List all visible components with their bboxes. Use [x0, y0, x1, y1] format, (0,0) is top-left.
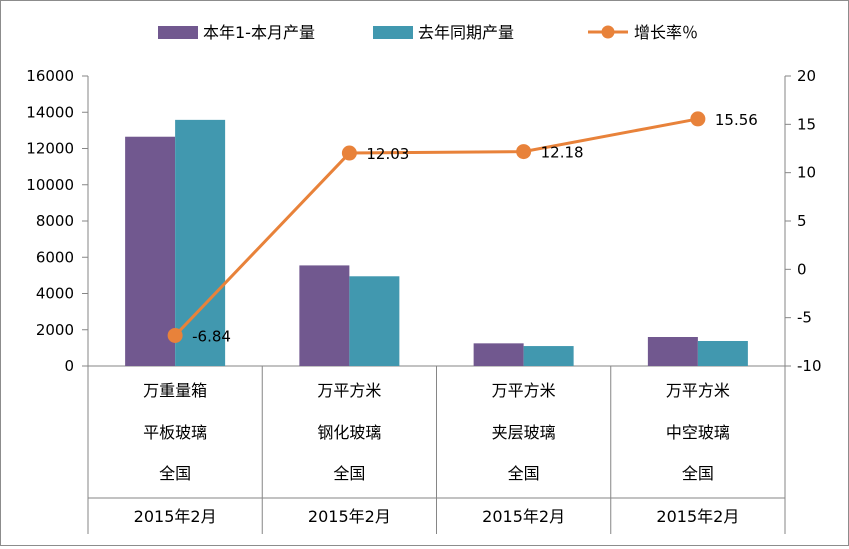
bar — [125, 136, 176, 366]
legend-swatch — [373, 26, 413, 39]
legend-label: 去年同期产量 — [418, 23, 514, 42]
category-label: 2015年2月 — [308, 507, 391, 526]
growth-line-path — [174, 117, 699, 337]
category-label: 2015年2月 — [134, 507, 217, 526]
category-table: 万重量箱平板玻璃全国2015年2月万平方米钢化玻璃全国2015年2月万平方米夹层… — [87, 366, 786, 534]
right-axis-tick-label: 5 — [797, 212, 807, 230]
legend-swatch — [158, 26, 198, 39]
category-label: 2015年2月 — [482, 507, 565, 526]
growth-data-label: 12.18 — [541, 144, 584, 162]
legend-label: 增长率％ — [634, 23, 698, 42]
category-label: 万平方米 — [492, 381, 556, 400]
bar — [349, 276, 400, 366]
category-label: 万平方米 — [666, 381, 730, 400]
axes: 0 2000 4000 6000 8000 10000 12000 14000 16000 -10… — [26, 67, 821, 375]
right-axis-tick-label: 0 — [797, 260, 807, 278]
left-axis-tick-label: 0 — [64, 357, 74, 375]
category-label: 夹层玻璃 — [492, 423, 556, 442]
left-axis-tick-label: 14000 — [26, 103, 74, 121]
category-label: 全国 — [508, 464, 540, 483]
bars — [125, 119, 748, 366]
category-label: 全国 — [682, 464, 714, 483]
left-axis-tick-label: 10000 — [26, 176, 74, 194]
right-axis-tick-label: -10 — [797, 357, 822, 375]
legend-marker — [601, 25, 615, 39]
left-axis-tick-label: 8000 — [36, 212, 74, 230]
right-axis-tick-label: 20 — [797, 67, 816, 85]
growth-data-label: -6.84 — [192, 327, 231, 345]
category-label: 钢化玻璃 — [317, 423, 381, 442]
left-axis-tick-label: 6000 — [36, 248, 74, 266]
right-axis-tick-label: 15 — [797, 115, 816, 133]
growth-point — [167, 327, 183, 343]
category-label: 全国 — [159, 464, 191, 483]
left-axis-tick-label: 2000 — [36, 321, 74, 339]
legend: 本年1-本月产量 去年同期产量 增长率％ — [158, 23, 698, 42]
bar — [647, 337, 698, 366]
growth-line: -6.84 12.03 12.18 15.56 — [167, 111, 758, 345]
bar — [523, 346, 574, 366]
legend-label: 本年1-本月产量 — [203, 23, 315, 42]
category-label: 2015年2月 — [656, 507, 739, 526]
right-axis-tick-label: -5 — [797, 309, 812, 327]
left-axis-tick-label: 4000 — [36, 285, 74, 303]
left-axis-tick-label: 12000 — [26, 140, 74, 158]
growth-point — [341, 145, 357, 161]
category-label: 中空玻璃 — [666, 423, 730, 442]
growth-point — [690, 111, 706, 127]
category-label: 平板玻璃 — [143, 423, 207, 442]
growth-data-label: 12.03 — [366, 145, 409, 163]
left-axis-tick-label: 16000 — [26, 67, 74, 85]
right-axis-tick-label: 10 — [797, 164, 816, 182]
growth-data-label: 15.56 — [715, 111, 758, 129]
category-label: 万重量箱 — [143, 381, 207, 400]
bar — [299, 265, 350, 366]
category-label: 万平方米 — [317, 381, 381, 400]
category-label: 全国 — [333, 464, 365, 483]
bar — [697, 340, 748, 366]
growth-point — [516, 144, 532, 160]
bar — [473, 343, 524, 366]
